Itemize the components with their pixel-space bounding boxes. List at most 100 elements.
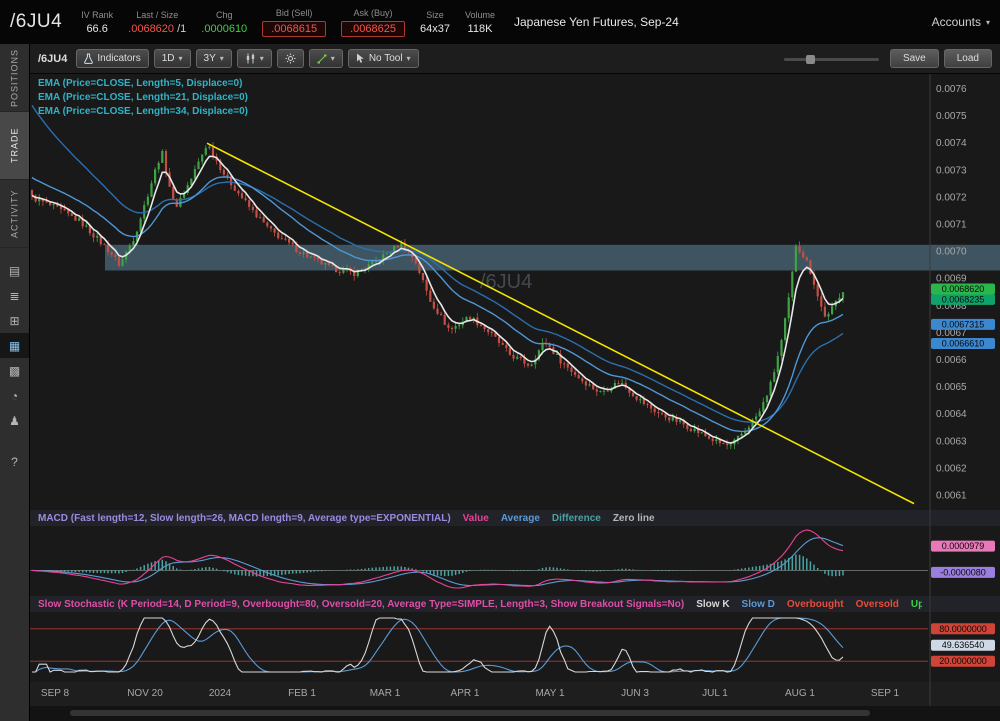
- svg-text:0.0063: 0.0063: [936, 436, 967, 447]
- svg-text:0.0075: 0.0075: [936, 111, 967, 122]
- candles: [30, 142, 845, 450]
- help-icon[interactable]: ?: [11, 454, 18, 469]
- chart-area: /6JU4 0.0076 0.0075 0.0074 0.0073 0.0072 0.007…: [30, 74, 1000, 721]
- clock-icon[interactable]: ◔: [10, 388, 19, 403]
- last-size-field: Last / Size .0068620 /1: [128, 10, 186, 35]
- range-dropdown[interactable]: 3Y ▾: [195, 49, 232, 68]
- accounts-menu[interactable]: Accounts ▾: [931, 15, 990, 29]
- iv-rank-label: IV Rank: [81, 9, 114, 20]
- svg-text:0.0072: 0.0072: [936, 192, 967, 203]
- gear-icon: [285, 53, 296, 64]
- volume-field: Volume 118K: [465, 10, 495, 35]
- timeframe-dropdown[interactable]: 1D ▾: [153, 49, 191, 68]
- svg-text:MAR 1: MAR 1: [370, 688, 401, 699]
- active-tool-dropdown[interactable]: No Tool ▾: [347, 49, 419, 68]
- price-zone-band: [105, 244, 1000, 271]
- size-field: Size 64x37: [420, 10, 450, 35]
- ask-label: Ask (Buy): [353, 7, 393, 18]
- contract-description: Japanese Yen Futures, Sep-24: [513, 15, 679, 29]
- ema5-line: [31, 155, 844, 444]
- calculator-icon[interactable]: ⊞: [9, 313, 20, 328]
- chevron-down-icon: ▾: [985, 17, 990, 27]
- time-axis[interactable]: SEP 8 NOV 20 2024 FEB 1 MAR 1 APR 1 MAY 1 JUN 3…: [41, 688, 900, 699]
- quotes-icon[interactable]: ▤: [8, 263, 21, 278]
- svg-text:0.0064: 0.0064: [936, 409, 967, 420]
- change-field: Chg .0000610: [201, 10, 247, 35]
- svg-text:0.0068620: 0.0068620: [942, 284, 985, 294]
- users-icon[interactable]: ♟: [9, 413, 20, 428]
- zoom-slider-track: [783, 57, 879, 61]
- size-value: 64x37: [419, 22, 450, 35]
- chart-canvas[interactable]: /6JU40.00760.00750.00740.00730.00720.007…: [30, 74, 1000, 721]
- ema5-study-label[interactable]: EMA (Price=CLOSE, Length=5, Displace=0): [38, 78, 243, 89]
- sidebar-icon-rail: ▤ ≣ ⊞ ▦ ▩ ◔ ♟ ?: [0, 258, 29, 474]
- load-button[interactable]: Load: [943, 49, 992, 68]
- ema34-line: [31, 104, 844, 423]
- svg-text:SEP 1: SEP 1: [871, 688, 900, 699]
- svg-text:0.0067315: 0.0067315: [942, 319, 985, 329]
- svg-text:0.0061: 0.0061: [936, 491, 967, 502]
- svg-text:FEB 1: FEB 1: [288, 688, 316, 699]
- drawing-icon: [317, 54, 327, 63]
- bid-label: Bid (Sell): [275, 7, 313, 18]
- svg-text:2024: 2024: [209, 688, 232, 699]
- bid-button[interactable]: .0068615: [262, 20, 327, 37]
- charts-icon[interactable]: ▦: [0, 333, 29, 358]
- sidebar-tab-activity[interactable]: ACTIVITY: [0, 180, 29, 248]
- ema21-study-label[interactable]: EMA (Price=CLOSE, Length=21, Displace=0): [38, 92, 248, 103]
- chevron-down-icon: ▾: [219, 54, 224, 63]
- study-labels: EMA (Price=CLOSE, Length=5, Displace=0) …: [38, 78, 248, 117]
- svg-text:-0.0000080: -0.0000080: [940, 567, 986, 577]
- svg-text:0.0068: 0.0068: [936, 301, 967, 312]
- svg-text:0.0071: 0.0071: [936, 220, 967, 231]
- macd-average-line: [31, 537, 844, 587]
- chart-style-dropdown[interactable]: ▾: [236, 49, 272, 68]
- grid-icon[interactable]: ▩: [8, 363, 21, 378]
- svg-text:49.636540: 49.636540: [942, 640, 985, 650]
- svg-text:0.0069: 0.0069: [936, 274, 967, 285]
- quote-header: /6JU4 IV Rank 66.6 Last / Size .0068620 …: [0, 0, 1000, 44]
- change-label: Chg: [215, 9, 233, 20]
- ema21-line: [31, 176, 844, 433]
- svg-text:APR 1: APR 1: [451, 688, 480, 699]
- svg-text:0.0000979: 0.0000979: [942, 541, 985, 551]
- svg-text:JUN 3: JUN 3: [621, 688, 649, 699]
- volume-label: Volume: [464, 9, 495, 20]
- svg-text:0.0066: 0.0066: [936, 355, 967, 366]
- chevron-down-icon: ▾: [406, 54, 411, 63]
- watchlist-icon[interactable]: ≣: [9, 288, 20, 303]
- sidebar-tab-trade[interactable]: TRADE: [0, 112, 29, 180]
- ema34-study-label[interactable]: EMA (Price=CLOSE, Length=34, Displace=0): [38, 106, 248, 117]
- svg-text:MAY 1: MAY 1: [535, 688, 565, 699]
- chart-watermark: /6JU4: [480, 271, 532, 293]
- svg-text:0.0068235: 0.0068235: [942, 294, 985, 304]
- indicators-button[interactable]: Indicators: [76, 49, 149, 68]
- svg-text:0.0074: 0.0074: [936, 138, 967, 149]
- trendline[interactable]: [206, 142, 915, 505]
- stoch-d-line: [32, 617, 844, 673]
- sidebar-tab-positions[interactable]: POSITIONS: [0, 44, 29, 112]
- cursor-icon: [356, 53, 364, 63]
- left-sidebar: POSITIONS TRADE ACTIVITY ▤ ≣ ⊞ ▦ ▩ ◔ ♟ ?: [0, 44, 30, 721]
- save-button[interactable]: Save: [889, 49, 939, 68]
- svg-text:20.0000000: 20.0000000: [939, 656, 987, 666]
- zoom-slider-handle[interactable]: [805, 54, 815, 64]
- volume-value: 118K: [467, 22, 493, 35]
- ask-button[interactable]: .0068625: [341, 20, 405, 37]
- price-axis[interactable]: 0.0076 0.0075 0.0074 0.0073 0.0072 0.0071 0.00…: [936, 84, 967, 502]
- chart-settings-button[interactable]: [276, 49, 304, 68]
- iv-rank-value: 66.6: [86, 22, 108, 35]
- candlestick-icon: [246, 53, 254, 64]
- iv-rank-field: IV Rank 66.6: [81, 10, 113, 35]
- svg-text:80.0000000: 80.0000000: [939, 624, 987, 634]
- svg-text:AUG 1: AUG 1: [785, 688, 815, 699]
- zoom-slider[interactable]: [783, 52, 879, 66]
- last-size-label: Last / Size: [136, 9, 179, 20]
- last-size-value: .0068620 /1: [128, 22, 187, 35]
- drawing-tools-dropdown[interactable]: ▾: [308, 49, 343, 68]
- size-label: Size: [426, 9, 444, 20]
- svg-text:NOV 20: NOV 20: [127, 688, 163, 699]
- toolbar-symbol: /6JU4: [38, 52, 68, 65]
- svg-text:0.0076: 0.0076: [936, 84, 967, 95]
